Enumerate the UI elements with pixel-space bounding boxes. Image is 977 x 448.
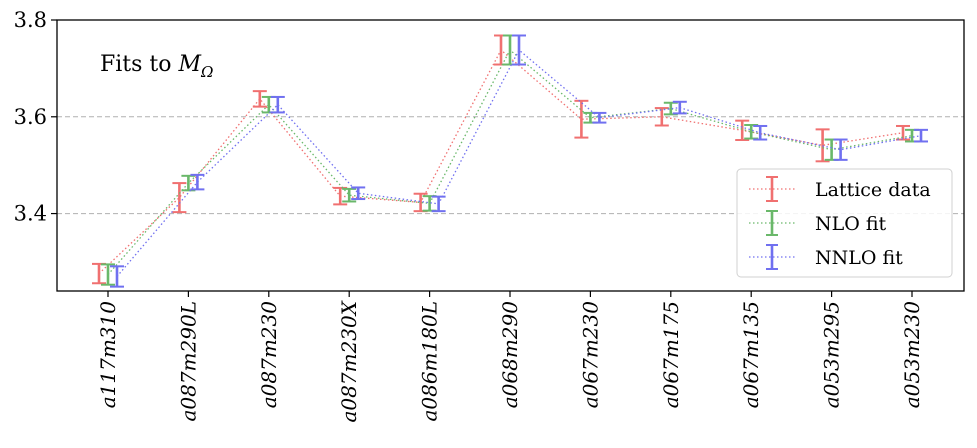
error-bar	[592, 111, 607, 124]
legend-box	[736, 168, 953, 278]
x-tick-label: a087m290L	[176, 301, 200, 422]
x-tick-label: a053m230	[900, 301, 924, 409]
x-tick-label: a067m135	[739, 301, 763, 408]
legend: Lattice data NLO fit NNLO fit	[736, 168, 953, 278]
y-tick-label: 3.6	[14, 105, 47, 129]
error-bar	[92, 262, 106, 285]
error-bar	[431, 195, 446, 213]
x-tick-label: a117m310	[96, 301, 120, 409]
error-bar	[190, 173, 205, 191]
legend-label: Lattice data	[815, 179, 931, 201]
y-tick-label: 3.4	[14, 202, 47, 226]
error-bar	[914, 128, 928, 143]
legend-label: NNLO fit	[815, 247, 903, 269]
x-tick-label: a053m295	[820, 301, 844, 408]
error-bar	[172, 182, 187, 214]
error-bar	[270, 95, 285, 114]
error-bar	[654, 107, 669, 127]
axis-layer: 3.4 3.6 3.8 a117m310 a087m290L a087m230 a087m2…	[14, 8, 924, 422]
error-bar	[494, 34, 508, 66]
legend-item: NNLO fit	[749, 244, 903, 270]
error-bar	[110, 265, 124, 288]
series-layer	[92, 34, 928, 288]
x-tick-label: a086m180L	[418, 301, 442, 422]
series-nnlo-fit	[110, 34, 928, 288]
annotation-prefix: Fits to	[100, 52, 179, 77]
annotation-symbol: M	[178, 52, 202, 77]
error-bar	[512, 34, 526, 66]
y-tick-label: 3.8	[14, 8, 47, 32]
error-bar	[503, 34, 517, 66]
x-tick-label: a067m175	[659, 301, 683, 408]
error-bar	[735, 119, 750, 142]
error-bar	[753, 124, 768, 141]
legend-item: NLO fit	[749, 210, 887, 236]
annotation-subscript: Ω	[200, 63, 213, 81]
legend-item: Lattice data	[749, 176, 931, 202]
x-tick-label: a067m230	[578, 301, 602, 409]
legend-label: NLO fit	[815, 213, 887, 235]
error-bar	[574, 99, 589, 139]
error-bar	[672, 100, 687, 115]
x-tick-label: a068m290	[498, 301, 522, 409]
x-tick-label: a087m230	[257, 301, 281, 409]
error-bar	[101, 263, 115, 286]
x-tick-label: a087m230X	[337, 300, 361, 422]
error-bar	[252, 90, 267, 108]
error-bar	[351, 186, 366, 201]
chart-annotation: Fits to MΩ	[100, 52, 213, 81]
error-bar	[833, 138, 848, 161]
